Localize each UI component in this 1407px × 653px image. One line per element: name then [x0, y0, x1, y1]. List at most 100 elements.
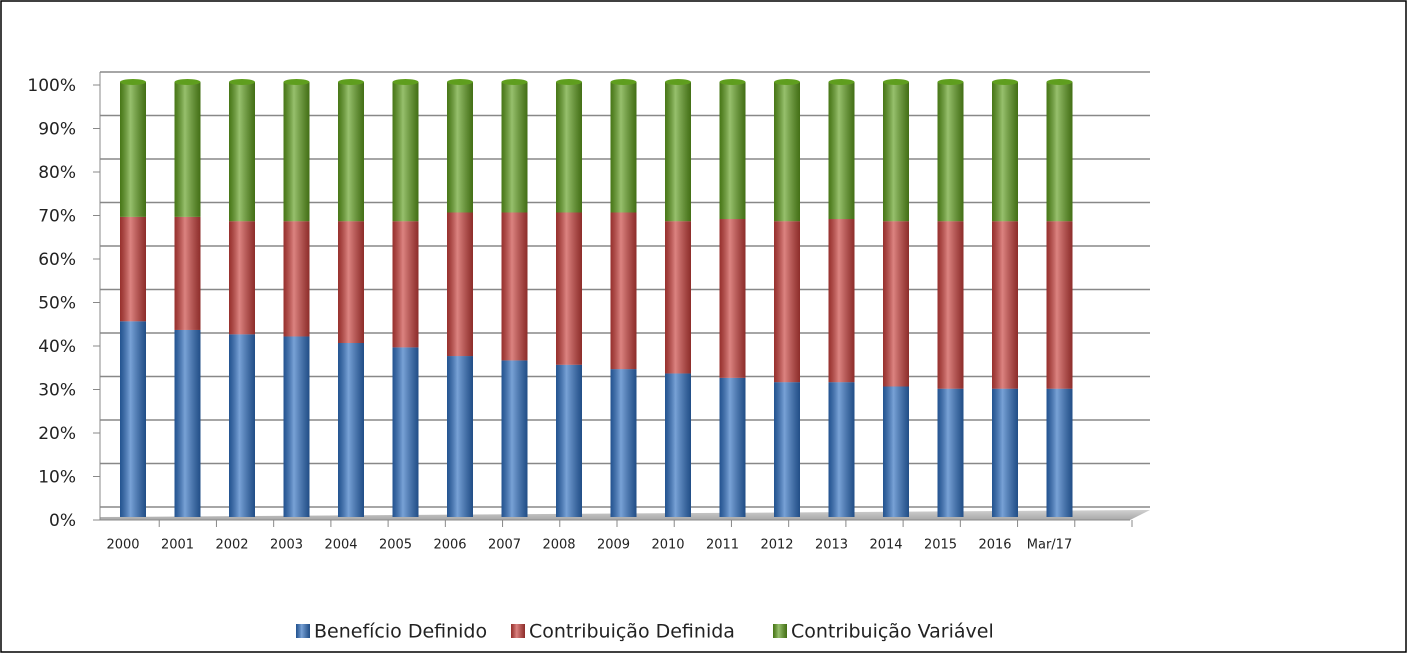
bar-shine — [229, 334, 255, 517]
bar-shine — [174, 82, 201, 217]
bar-cap — [447, 79, 473, 85]
x-tick-label: 2005 — [379, 538, 412, 553]
y-tick-label: 10% — [38, 468, 76, 488]
x-tick-label: 2001 — [161, 538, 194, 553]
bar-shine — [283, 221, 310, 337]
bar-cap — [719, 79, 746, 85]
bar-shine — [1046, 82, 1073, 222]
legend-swatch-shine — [296, 624, 310, 638]
bar-shine — [883, 82, 909, 222]
bar-shine — [229, 221, 255, 335]
bar-cap — [556, 79, 582, 85]
bar-cap — [883, 79, 909, 85]
bar-shine — [556, 364, 582, 517]
y-tick-label: 20% — [38, 424, 76, 444]
bar-shine — [174, 329, 201, 517]
bar-shine — [556, 212, 582, 365]
bar-cap — [392, 79, 419, 85]
bar-cap — [774, 79, 800, 85]
bar-shine — [120, 82, 146, 217]
legend: Benefício Definido Contribuição Definida C… — [296, 621, 994, 643]
bar-shine — [937, 221, 964, 389]
x-tick-label: 2012 — [760, 538, 793, 553]
x-tick-label: 2007 — [488, 538, 521, 553]
y-tick-label: 0% — [49, 511, 76, 531]
x-tick-label: 2014 — [869, 538, 902, 553]
bar-cap — [937, 79, 964, 85]
bar-shine — [283, 336, 310, 517]
bar-shine — [283, 82, 310, 222]
bar-cap — [610, 79, 637, 85]
bar-shine — [883, 386, 909, 517]
y-tick-label: 100% — [27, 76, 76, 96]
x-tick-label: 2004 — [324, 538, 357, 553]
bar-shine — [774, 382, 800, 517]
bar-shine — [556, 82, 582, 213]
legend-label: Contribuição Definida — [529, 621, 735, 643]
bar-shine — [120, 216, 146, 322]
bar-shine — [992, 82, 1018, 222]
bar-cap — [501, 79, 528, 85]
bar-shine — [828, 382, 855, 517]
bar-shine — [392, 82, 419, 222]
bar-shine — [174, 216, 201, 330]
x-tick-label: 2008 — [542, 538, 575, 553]
bar-shine — [610, 82, 637, 213]
x-tick-label: 2015 — [924, 538, 957, 553]
bar-shine — [392, 347, 419, 517]
bar-shine — [501, 82, 528, 213]
x-tick-label: 2010 — [651, 538, 684, 553]
bar-shine — [937, 82, 964, 222]
bar-cap — [120, 79, 146, 85]
y-tick-label: 40% — [38, 337, 76, 357]
bar-shine — [719, 82, 746, 220]
bar-shine — [719, 219, 746, 378]
legend-label: Benefício Definido — [314, 621, 487, 643]
bar-shine — [937, 388, 964, 517]
bar-shine — [610, 369, 637, 517]
bar-shine — [610, 212, 637, 370]
bar-cap — [174, 79, 201, 85]
bar-shine — [392, 221, 419, 348]
x-tick-label: 2003 — [270, 538, 303, 553]
bar-shine — [719, 377, 746, 517]
bar-shine — [883, 221, 909, 387]
bar-shine — [774, 221, 800, 383]
legend-swatch-shine — [511, 624, 525, 638]
bar-shine — [447, 356, 473, 517]
y-tick-label: 30% — [38, 381, 76, 401]
bar-shine — [828, 219, 855, 383]
y-tick-label: 60% — [38, 250, 76, 270]
bar-shine — [338, 82, 364, 222]
bar-shine — [229, 82, 255, 222]
bar-shine — [992, 221, 1018, 389]
bar-cap — [338, 79, 364, 85]
x-tick-label: 2013 — [815, 538, 848, 553]
bar-shine — [120, 321, 146, 517]
y-tick-label: 50% — [38, 294, 76, 314]
x-tick-label: Mar/17 — [1027, 538, 1072, 553]
x-tick-label: 2011 — [706, 538, 739, 553]
bar-cap — [665, 79, 691, 85]
bar-shine — [774, 82, 800, 222]
bar-shine — [828, 82, 855, 220]
x-tick-label: 2002 — [215, 538, 248, 553]
bar-shine — [501, 360, 528, 517]
bar-cap — [283, 79, 310, 85]
bar-shine — [1046, 388, 1073, 517]
bar-cap — [229, 79, 255, 85]
bar-cap — [1046, 79, 1073, 85]
bar-cap — [828, 79, 855, 85]
x-tick-label: 2016 — [978, 538, 1011, 553]
bar-shine — [501, 212, 528, 361]
y-tick-label: 90% — [38, 120, 76, 140]
bar-shine — [665, 221, 691, 374]
bar-cap — [992, 79, 1018, 85]
x-tick-label: 2000 — [106, 538, 139, 553]
bar-shine — [665, 373, 691, 517]
x-tick-label: 2006 — [433, 538, 466, 553]
bar-shine — [447, 82, 473, 213]
bar-shine — [992, 388, 1018, 517]
